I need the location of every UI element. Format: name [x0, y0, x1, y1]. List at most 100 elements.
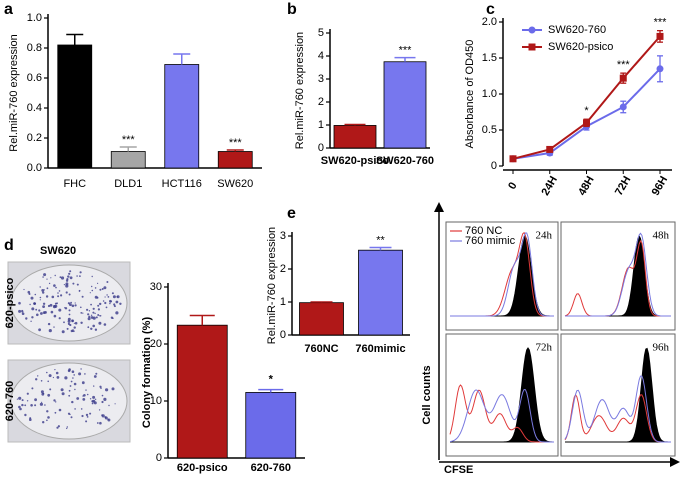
panel-label: e — [287, 205, 296, 222]
colony — [35, 378, 38, 381]
colony — [19, 407, 22, 411]
colony — [70, 416, 73, 419]
colony — [86, 308, 89, 311]
colony — [67, 317, 71, 321]
colony — [104, 296, 106, 298]
y-tick-label: 0 — [318, 142, 324, 154]
point — [546, 145, 554, 153]
colony — [68, 368, 71, 371]
significance-label: ** — [376, 234, 385, 246]
colony — [29, 303, 31, 306]
colony — [68, 389, 71, 392]
colony — [63, 284, 65, 286]
significance-label: *** — [654, 17, 668, 29]
colony — [45, 295, 49, 298]
control-histogram — [565, 347, 671, 443]
colony — [98, 409, 101, 411]
colony — [42, 392, 45, 395]
colony — [31, 387, 34, 390]
colony — [51, 295, 55, 299]
colony — [67, 322, 70, 325]
colony — [115, 311, 119, 315]
colony — [80, 306, 82, 309]
y-tick-label: 0.5 — [482, 124, 497, 136]
colony — [67, 412, 71, 415]
colony — [82, 312, 84, 314]
colony — [55, 286, 57, 289]
x-tick-label: SW620-psico — [321, 155, 390, 167]
colony — [108, 404, 110, 407]
point — [619, 74, 627, 82]
colony — [18, 309, 22, 313]
colony — [69, 385, 72, 387]
colony — [42, 302, 46, 305]
x-tick-label: SW620 — [217, 178, 253, 190]
colony — [47, 380, 49, 383]
colony — [85, 413, 89, 417]
y-tick-label: 3 — [280, 230, 286, 242]
colony — [73, 326, 76, 329]
x-tick-label: FHC — [63, 178, 86, 190]
colony — [70, 329, 74, 333]
colony — [101, 414, 105, 418]
colony — [91, 402, 94, 405]
colony — [36, 313, 39, 317]
bar — [57, 44, 93, 169]
x-tick-label: DLD1 — [114, 178, 142, 190]
y-tick-label: 20 — [150, 338, 162, 350]
colony — [29, 417, 32, 420]
colony — [26, 400, 29, 402]
colony — [69, 270, 72, 273]
colony — [58, 308, 62, 312]
colony — [25, 317, 28, 320]
colony — [67, 275, 70, 278]
y-tick-label: 10 — [150, 395, 162, 407]
colony — [66, 426, 69, 428]
colony — [87, 313, 90, 316]
colony — [48, 374, 52, 378]
colony — [111, 387, 115, 391]
colony — [72, 377, 74, 379]
colony — [42, 311, 46, 314]
significance-label: *** — [399, 45, 413, 57]
colony — [43, 273, 47, 277]
colony — [70, 380, 73, 383]
colony — [92, 311, 95, 314]
plate-well — [10, 362, 128, 440]
colony — [103, 286, 107, 290]
colony — [46, 410, 49, 413]
x-tick-label: 620-psico — [177, 462, 228, 474]
colony — [69, 276, 73, 280]
panel-label: b — [287, 1, 297, 18]
significance-label: * — [269, 374, 274, 386]
colony — [41, 289, 45, 292]
colony — [93, 375, 97, 378]
colony — [115, 300, 119, 304]
colony — [55, 371, 59, 375]
colony — [44, 404, 46, 406]
colony — [86, 393, 89, 396]
panel-time-label: 72h — [536, 342, 553, 354]
colony — [29, 418, 32, 422]
x-arrowhead — [670, 457, 680, 467]
histogram-curve — [449, 388, 554, 443]
histogram-curve — [450, 232, 554, 317]
colony — [23, 288, 25, 291]
colony — [114, 403, 116, 405]
colony — [39, 296, 42, 299]
colony — [35, 308, 38, 311]
colony — [42, 305, 45, 308]
colony — [110, 300, 112, 303]
panel-label: c — [486, 1, 495, 18]
colony — [46, 419, 48, 422]
legend-marker — [528, 26, 536, 34]
colony — [33, 302, 36, 305]
colony — [81, 414, 84, 418]
bar — [176, 324, 228, 459]
bar — [383, 61, 427, 149]
x-tick-label: 0 — [506, 180, 519, 191]
colony — [42, 276, 44, 278]
colony — [55, 401, 57, 403]
colony — [78, 289, 81, 292]
